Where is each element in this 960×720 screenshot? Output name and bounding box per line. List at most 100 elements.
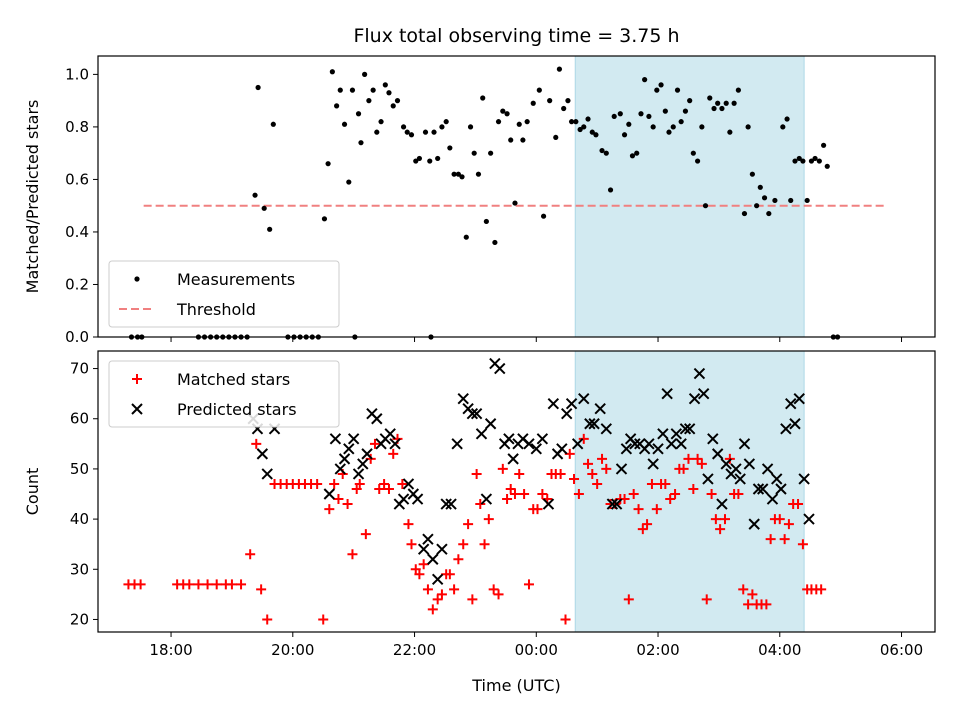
x-tick-label: 02:00 [636,641,679,659]
measurement-point [761,195,768,201]
predicted-stars-point [679,423,692,435]
measurement-point [329,69,335,75]
matched-stars-point [628,489,639,500]
predicted-stars-point [766,493,779,505]
matched-stars-point [523,579,534,590]
measurement-point [780,124,786,130]
measurement-point [337,87,343,93]
predicted-stars-point [647,458,659,470]
measurement-point [674,87,681,93]
measurement-point [427,158,433,164]
predicted-stars-point [743,458,756,470]
measurement-point [816,158,822,164]
measurement-point [370,87,376,93]
measurement-point [416,155,423,162]
matched-stars-point [743,599,754,610]
measurement-point [617,111,623,117]
matched-stars-point [560,614,571,625]
predicted-stars-point [600,423,612,435]
matched-stars-point [410,564,421,575]
predicted-stars-point [329,433,342,445]
measurement-point [447,145,453,151]
measurement-point [796,155,802,162]
matched-stars-point [783,519,794,530]
measurement-point [593,132,599,138]
predicted-stars-point [457,392,469,405]
x-tick-label: 18:00 [149,641,192,659]
measurement-point [524,119,530,125]
count-panel-y-axis-label: Count [23,468,42,516]
matched-stars-point [733,489,744,500]
measurement-point [435,155,441,162]
matched-stars-point [816,584,827,595]
measurement-point [404,129,410,135]
predicted-stars-point [494,362,506,375]
matched-stars-point [514,468,525,479]
measurement-point [666,129,672,135]
matched-stars-point [706,489,717,500]
measurement-point [386,90,392,96]
matched-stars-point [583,458,594,469]
measurement-point [536,87,542,93]
matched-stars-point [587,468,598,479]
matched-stars-point [135,579,146,590]
matched-stars-point [797,539,808,550]
measurement-point [589,129,595,135]
predicted-stars-point [716,498,728,510]
measurement-point [711,105,717,112]
predicted-stars-point [417,543,430,555]
predicted-stars-point [606,498,619,510]
measurement-point [749,171,755,177]
measurement-point [642,77,648,83]
measurement-point [581,124,587,130]
matched-stars-point [651,504,662,515]
measurement-points [128,66,841,340]
ratio-panel-x-ticks [170,337,903,342]
predicted-stars-point [661,387,673,400]
predicted-stars-point [523,438,535,450]
matched-stars-point [660,478,671,489]
y-tick-label: 70 [70,360,89,378]
x-tick-label: 20:00 [271,641,314,659]
measurement-point [439,124,445,130]
matched-stars-point [245,549,256,560]
matched-stars-point [678,463,689,474]
measurement-point [547,98,553,104]
predicted-stars-point [334,463,346,475]
matched-stars-point [427,604,438,615]
matched-stars-point [354,478,365,489]
predicted-stars-point [683,423,696,435]
predicted-stars-point [475,428,488,440]
predicted-stars-point [757,483,769,495]
matched-stars-point [597,453,608,464]
matched-stars-point [458,539,469,550]
predicted-stars-point [436,543,448,555]
measurement-point [520,137,526,143]
matched-stars-point [502,494,513,505]
matched-stars-point [467,594,478,605]
measurement-point [772,197,778,204]
matched-stars-point [422,584,433,595]
measurement-point [255,84,261,91]
matched-stars-point [351,483,362,494]
y-tick-label: 40 [70,510,89,528]
predicted-stars-point [256,448,269,460]
matched-stars-point [747,589,758,600]
matched-stars-point [318,614,329,625]
measurement-point [334,103,340,109]
predicted-stars-point [670,428,682,440]
matched-stars-point [475,499,486,510]
x-tick-label: 04:00 [758,641,801,659]
measurement-point [480,95,486,101]
y-tick-label: 1.0 [65,65,89,83]
measurement-point [621,132,628,138]
matched-stars-point [483,514,494,525]
predicted-stars-point [615,463,628,475]
matched-stars-point [719,514,730,525]
matched-stars-point [696,458,707,469]
measurement-point [719,105,725,112]
predicted-stars-point [688,392,701,405]
legend-label: Predicted stars [177,400,297,419]
measurement-point [467,124,474,130]
predicted-stars-point [571,438,584,450]
